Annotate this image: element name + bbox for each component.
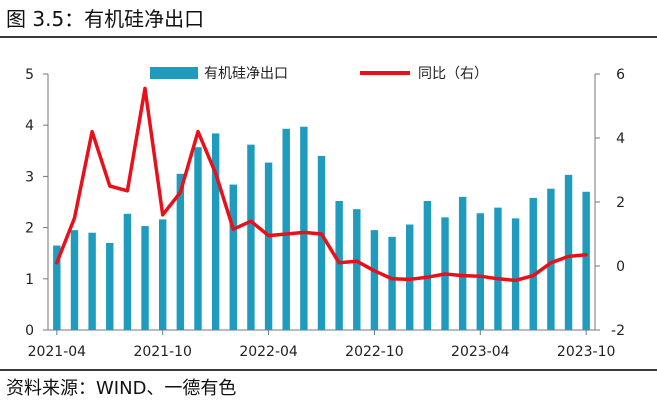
bar — [423, 200, 432, 330]
x-tick-label: 2022-04 — [239, 344, 298, 360]
y-right-tick-label: 2 — [616, 195, 625, 211]
bar — [511, 218, 520, 330]
x-tick-label: 2021-10 — [133, 344, 192, 360]
x-tick-label: 2022-10 — [345, 344, 404, 360]
bar — [300, 126, 308, 331]
bar — [370, 230, 379, 330]
yoy-line — [55, 86, 588, 283]
bar — [141, 226, 149, 330]
line-series — [55, 86, 588, 283]
bar — [211, 133, 220, 330]
legend-line-label: 同比（右） — [418, 66, 488, 82]
bar — [547, 188, 555, 330]
bar — [564, 174, 573, 330]
x-tick-label: 2021-04 — [28, 344, 87, 360]
source-note: 资料来源：WIND、一德有色 — [6, 378, 237, 399]
bar — [106, 242, 114, 330]
tick-labels: 0 1 2 3 4 5 -2 0 2 4 6 2021-04 2021-10 2022-04 2022-10… — [25, 67, 625, 360]
bar — [88, 232, 96, 330]
bar — [264, 162, 273, 330]
y-left-tick-label: 2 — [25, 221, 34, 237]
bar — [53, 245, 61, 330]
y-left-tick-label: 1 — [25, 272, 34, 288]
bar — [123, 213, 132, 330]
bottom-rule — [0, 369, 657, 371]
bar — [476, 213, 485, 330]
bar — [335, 200, 343, 330]
y-right-tick-label: 6 — [616, 67, 625, 83]
y-left-tick-label: 3 — [25, 169, 34, 185]
bar — [406, 224, 414, 330]
y-right-tick-label: 0 — [616, 259, 625, 275]
bar — [70, 230, 79, 330]
x-tick-label: 2023-10 — [557, 344, 616, 360]
bar — [317, 155, 326, 330]
chart: 0 1 2 3 4 5 -2 0 2 4 6 2021-04 2021-10 2022-04 2022-10… — [25, 66, 625, 360]
bar — [353, 209, 361, 330]
top-rule — [0, 36, 657, 38]
y-right-tick-label: -2 — [611, 323, 625, 339]
bar-series — [53, 126, 590, 331]
bar — [458, 196, 467, 330]
bar — [282, 128, 290, 330]
y-left-tick-label: 0 — [25, 323, 34, 339]
chart-title: 图 3.5：有机硅净出口 — [6, 7, 205, 31]
bar — [158, 219, 167, 330]
y-left-tick-label: 5 — [25, 67, 34, 83]
bar — [529, 197, 537, 330]
legend-bar-swatch — [150, 67, 198, 79]
y-left-tick-label: 4 — [25, 118, 34, 134]
bar — [494, 207, 502, 330]
x-tick-label: 2023-04 — [451, 344, 510, 360]
bar — [582, 191, 590, 330]
bar — [388, 236, 396, 330]
bar — [194, 147, 202, 330]
y-right-tick-label: 4 — [616, 131, 625, 147]
legend-bar-label: 有机硅净出口 — [204, 66, 288, 82]
bar — [176, 173, 185, 330]
legend: 有机硅净出口 同比（右） — [150, 66, 488, 82]
bar — [247, 144, 255, 330]
bar — [229, 184, 237, 330]
